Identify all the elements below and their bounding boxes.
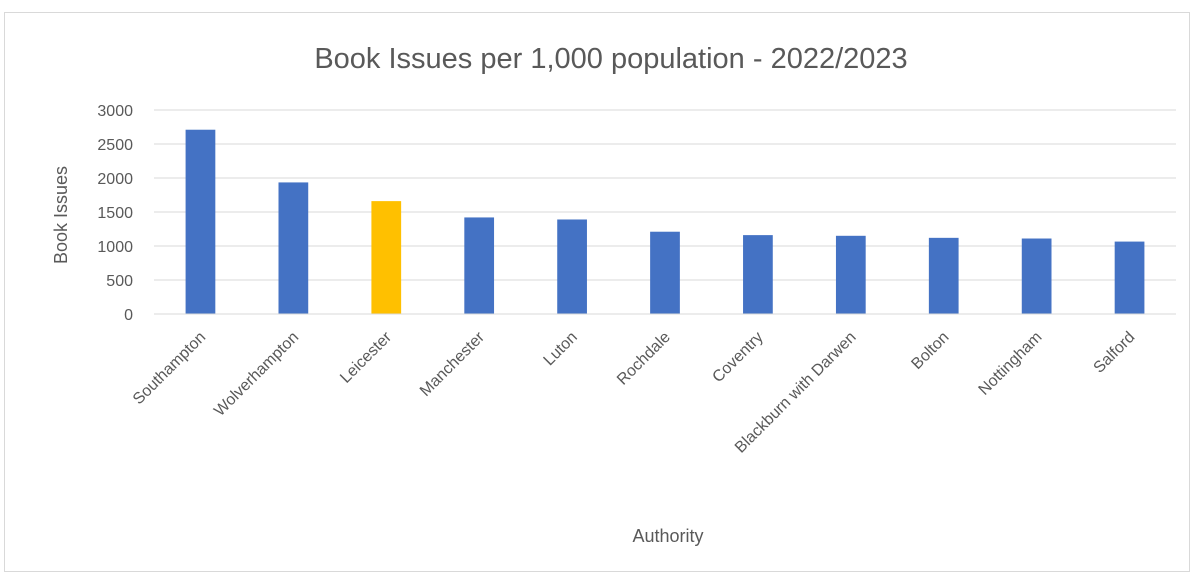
bar-blackburn-with-darwen: [835, 235, 866, 314]
x-tick-label: Southampton: [130, 329, 209, 408]
x-tick-label: Wolverhampton: [211, 329, 302, 420]
x-tick-label: Salford: [1091, 329, 1139, 377]
gridlines: [154, 109, 1176, 281]
bar-wolverhampton: [278, 182, 309, 314]
bar-salford: [1114, 241, 1145, 314]
x-axis-title: Authority: [632, 526, 703, 546]
y-tick-label: 1000: [97, 239, 133, 256]
x-tick-label: Rochdale: [614, 329, 674, 389]
bar-bolton: [928, 237, 959, 314]
bar-luton: [557, 219, 587, 314]
bar-coventry: [743, 235, 773, 314]
y-tick-label: 2500: [97, 137, 133, 154]
bar-manchester: [464, 217, 495, 314]
y-tick-label: 2000: [97, 171, 133, 188]
x-tick-label: Luton: [541, 329, 581, 369]
chart-title: Book Issues per 1,000 population - 2022/…: [314, 43, 907, 75]
bar-rochdale: [650, 231, 680, 314]
y-axis-ticks: 0 500 1000 1500 2000 2500 3000: [97, 103, 133, 324]
x-tick-label: Bolton: [908, 329, 952, 373]
x-tick-label: Nottingham: [976, 329, 1046, 399]
bar-southampton: [185, 129, 216, 314]
x-tick-label: Coventry: [709, 329, 766, 386]
x-axis-ticks: Southampton Wolverhampton Leicester Manches…: [130, 328, 1138, 456]
bar-leicester: [371, 201, 402, 314]
y-tick-label: 0: [124, 307, 133, 324]
y-tick-label: 3000: [97, 103, 133, 120]
y-tick-label: 500: [106, 273, 133, 290]
bar-nottingham: [1021, 238, 1052, 314]
x-tick-label: Leicester: [337, 328, 395, 386]
bars: [185, 129, 1145, 314]
y-axis-title: Book Issues: [51, 166, 71, 264]
y-tick-label: 1500: [97, 205, 133, 222]
x-tick-label: Manchester: [417, 328, 489, 400]
